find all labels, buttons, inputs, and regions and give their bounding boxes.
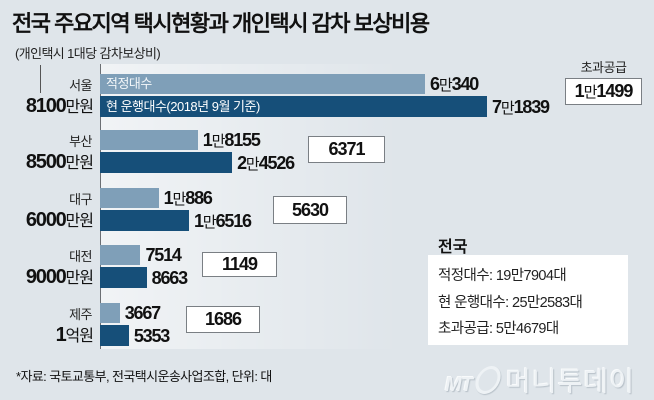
subtitle-connector-line	[40, 65, 41, 93]
excess-box: 6371	[308, 136, 385, 163]
brand-name: 머니투데이	[505, 367, 636, 397]
legend-current: 현 운행대수(2018년 9월 기준)	[106, 99, 260, 114]
value-current: 1만6516	[193, 211, 252, 231]
region-name: 제주	[69, 307, 92, 322]
excess-box: 5630	[273, 196, 347, 224]
national-excess: 초과공급: 5만4679대	[438, 321, 559, 337]
legend-proper: 적정대수	[106, 76, 152, 91]
value-proper: 1만886	[163, 188, 213, 208]
bar-proper	[100, 245, 141, 265]
bar-current	[100, 267, 147, 288]
bar-proper	[100, 303, 120, 323]
bar-current: 현 운행대수(2018년 9월 기준)	[100, 96, 487, 117]
source-footnote: *자료: 국토교통부, 전국택시운송사업조합, 단위: 대	[16, 369, 272, 384]
region-compensation: 8100만원	[25, 95, 94, 117]
bar-current	[100, 210, 189, 231]
national-summary-box: 적정대수: 19만7904대 현 운행대수: 25만2583대 초과공급: 5만…	[428, 255, 628, 345]
value-proper: 3667	[124, 303, 161, 323]
bar-proper: 적정대수	[100, 74, 426, 94]
national-current: 현 운행대수: 25만2583대	[438, 295, 583, 311]
region-compensation: 9000만원	[25, 266, 94, 288]
value-current: 7만1839	[492, 97, 550, 117]
excess-box: 1686	[186, 306, 260, 333]
value-proper: 6만340	[430, 74, 479, 94]
region-group-jeju: 제주 1억원 3667 5353 1686	[0, 303, 654, 349]
chart-title: 전국 주요지역 택시현황과 개인택시 감차 보상비용	[12, 11, 430, 36]
value-current: 5353	[133, 326, 170, 346]
mt-logo-icon	[472, 366, 504, 394]
region-group-busan: 부산 8500만원 1만8155 2만4526 6371	[0, 130, 654, 176]
value-proper: 7514	[145, 245, 181, 265]
national-proper: 적정대수: 19만7904대	[438, 268, 567, 284]
value-current: 8663	[151, 268, 188, 288]
region-group-daegu: 대구 6000만원 1만886 1만6516 5630	[0, 188, 654, 234]
excess-box: 1149	[202, 252, 277, 277]
region-compensation: 1억원	[55, 324, 94, 346]
value-proper: 1만8155	[202, 130, 261, 150]
national-title: 전국	[438, 239, 468, 256]
mt-logo-text: MT	[445, 374, 473, 396]
region-compensation: 6000만원	[25, 209, 94, 231]
region-name: 서울	[69, 78, 92, 93]
excess-box: 1 만 1499	[565, 78, 642, 105]
bar-current	[100, 152, 233, 173]
bar-proper	[100, 188, 159, 208]
region-name: 대전	[69, 249, 92, 264]
region-group-seoul: 서울 8100만원 적정대수 현 운행대수(2018년 9월 기준) 6만340…	[0, 74, 654, 120]
watermark-logo: MT 머니투데이	[445, 360, 635, 399]
region-name: 부산	[69, 134, 92, 149]
excess-header: 초과공급	[580, 60, 627, 75]
bar-proper	[100, 130, 198, 150]
region-group-daejeon: 대전 9000만원 7514 8663 1149	[0, 245, 654, 291]
bar-current	[100, 325, 129, 346]
region-name: 대구	[69, 192, 92, 207]
region-compensation: 8500만원	[25, 151, 94, 173]
chart-subtitle: (개인택시 1대당 감차보상비)	[15, 46, 161, 61]
value-current: 2만4526	[237, 153, 295, 173]
